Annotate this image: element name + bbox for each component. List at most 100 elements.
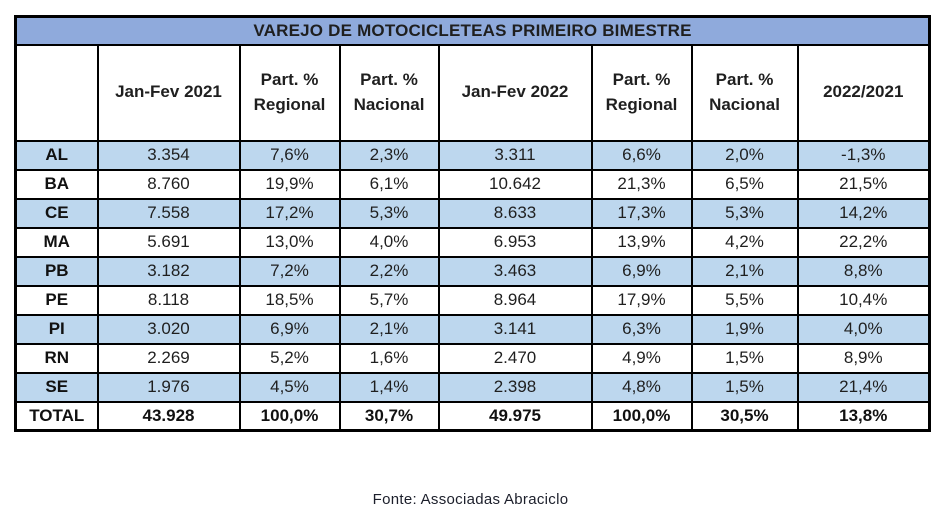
data-cell: 8.964: [437, 284, 593, 316]
data-cell: 17,3%: [590, 197, 693, 229]
data-cell: 21,4%: [796, 371, 931, 403]
data-cell: 6,3%: [590, 313, 693, 345]
row-label: AL: [14, 139, 99, 171]
data-cell: 2.269: [96, 342, 241, 374]
data-cell: 5,3%: [338, 197, 440, 229]
data-cell: 3.311: [437, 139, 593, 171]
data-cell: 1,9%: [690, 313, 799, 345]
source-note: Fonte: Associadas Abraciclo: [372, 491, 569, 508]
data-cell: 2,2%: [338, 255, 440, 287]
data-cell: 3.354: [96, 139, 241, 171]
row-label: TOTAL: [14, 400, 99, 432]
data-cell: 2,0%: [690, 139, 799, 171]
data-cell: 21,3%: [590, 168, 693, 200]
data-cell: 8,9%: [796, 342, 931, 374]
table-row-ce: CE 7.558 17,2% 5,3% 8.633 17,3% 5,3% 14,2%: [14, 197, 931, 229]
data-cell: 6,1%: [338, 168, 440, 200]
table-row-pb: PB 3.182 7,2% 2,2% 3.463 6,9% 2,1% 8,8%: [14, 255, 931, 287]
data-cell: 8.760: [96, 168, 241, 200]
data-cell: 6,6%: [590, 139, 693, 171]
data-cell: 100,0%: [590, 400, 693, 432]
row-label: MA: [14, 226, 99, 258]
table-row-ba: BA 8.760 19,9% 6,1% 10.642 21,3% 6,5% 21,5%: [14, 168, 931, 200]
data-cell: 1,6%: [338, 342, 440, 374]
data-cell: 6,5%: [690, 168, 799, 200]
data-cell: 10.642: [437, 168, 593, 200]
data-cell: 18,5%: [238, 284, 341, 316]
data-cell: 4,5%: [238, 371, 341, 403]
column-header-7: 2022/2021: [796, 43, 931, 142]
table-row-pe: PE 8.118 18,5% 5,7% 8.964 17,9% 5,5% 10,4%: [14, 284, 931, 316]
data-cell: 5.691: [96, 226, 241, 258]
data-cell: 13,9%: [590, 226, 693, 258]
data-cell: 4,0%: [338, 226, 440, 258]
data-cell: 5,5%: [690, 284, 799, 316]
corner-header-cell: [14, 43, 99, 142]
table-row-ma: MA 5.691 13,0% 4,0% 6.953 13,9% 4,2% 22,2%: [14, 226, 931, 258]
data-cell: 2,1%: [690, 255, 799, 287]
column-header-row: Jan-Fev 2021 Part. % Regional Part. % Naci…: [14, 43, 931, 142]
data-cell: 1.976: [96, 371, 241, 403]
row-label: SE: [14, 371, 99, 403]
table-row-rn: RN 2.269 5,2% 1,6% 2.470 4,9% 1,5% 8,9%: [14, 342, 931, 374]
column-header-4: Jan-Fev 2022: [437, 43, 593, 142]
data-cell: 1,4%: [338, 371, 440, 403]
data-cell: 4,9%: [590, 342, 693, 374]
table-title: VAREJO DE MOTOCICLETEAS PRIMEIRO BIMESTR…: [14, 15, 931, 46]
data-cell: 8.118: [96, 284, 241, 316]
column-header-5: Part. % Regional: [590, 43, 693, 142]
data-cell: 2.398: [437, 371, 593, 403]
data-cell: 17,9%: [590, 284, 693, 316]
data-cell: 7,2%: [238, 255, 341, 287]
data-cell: 8.633: [437, 197, 593, 229]
title-row: VAREJO DE MOTOCICLETEAS PRIMEIRO BIMESTR…: [14, 15, 931, 46]
total-row: TOTAL 43.928 100,0% 30,7% 49.975 100,0% 30,5% 1…: [14, 400, 931, 432]
data-cell: 3.141: [437, 313, 593, 345]
data-cell: 13,0%: [238, 226, 341, 258]
data-cell: 6,9%: [590, 255, 693, 287]
data-cell: 6.953: [437, 226, 593, 258]
data-cell: 4,2%: [690, 226, 799, 258]
data-cell: 6,9%: [238, 313, 341, 345]
row-label: PE: [14, 284, 99, 316]
data-cell: 8,8%: [796, 255, 931, 287]
data-cell: 3.463: [437, 255, 593, 287]
column-header-3: Part. % Nacional: [338, 43, 440, 142]
data-cell: 7,6%: [238, 139, 341, 171]
data-cell: 5,3%: [690, 197, 799, 229]
data-cell: 21,5%: [796, 168, 931, 200]
data-cell: 3.020: [96, 313, 241, 345]
row-label: RN: [14, 342, 99, 374]
data-cell: 5,7%: [338, 284, 440, 316]
row-label: PB: [14, 255, 99, 287]
data-cell: 22,2%: [796, 226, 931, 258]
data-cell: 2,1%: [338, 313, 440, 345]
data-cell: 13,8%: [796, 400, 931, 432]
data-cell: 4,8%: [590, 371, 693, 403]
data-cell: 2,3%: [338, 139, 440, 171]
data-cell: 5,2%: [238, 342, 341, 374]
data-cell: 19,9%: [238, 168, 341, 200]
data-cell: 3.182: [96, 255, 241, 287]
data-cell: 100,0%: [238, 400, 341, 432]
data-cell: 4,0%: [796, 313, 931, 345]
data-cell: 43.928: [96, 400, 241, 432]
table-row-al: AL 3.354 7,6% 2,3% 3.311 6,6% 2,0% -1,3%: [14, 139, 931, 171]
data-cell: 10,4%: [796, 284, 931, 316]
data-cell: 2.470: [437, 342, 593, 374]
row-label: BA: [14, 168, 99, 200]
data-cell: 17,2%: [238, 197, 341, 229]
data-cell: -1,3%: [796, 139, 931, 171]
data-cell: 30,5%: [690, 400, 799, 432]
data-cell: 1,5%: [690, 342, 799, 374]
table-row-se: SE 1.976 4,5% 1,4% 2.398 4,8% 1,5% 21,4%: [14, 371, 931, 403]
data-cell: 1,5%: [690, 371, 799, 403]
motorcycle-retail-table: VAREJO DE MOTOCICLETEAS PRIMEIRO BIMESTR…: [14, 15, 931, 432]
data-cell: 7.558: [96, 197, 241, 229]
data-cell: 30,7%: [338, 400, 440, 432]
column-header-1: Jan-Fev 2021: [96, 43, 241, 142]
column-header-6: Part. % Nacional: [690, 43, 799, 142]
data-cell: 49.975: [437, 400, 593, 432]
data-cell: 14,2%: [796, 197, 931, 229]
